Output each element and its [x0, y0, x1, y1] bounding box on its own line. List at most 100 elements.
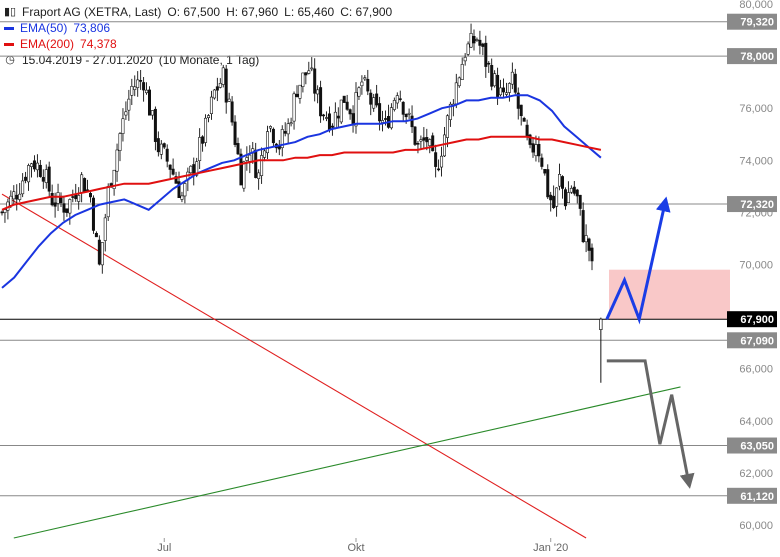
candle-body [218, 83, 222, 88]
candle-body [221, 67, 225, 85]
level-badge [727, 48, 777, 65]
candle-body [407, 112, 411, 115]
candle-body [183, 183, 187, 197]
candle-body [295, 93, 299, 97]
level-badge-label: 78,000 [740, 51, 774, 63]
y-tick-label: 62,000 [739, 468, 773, 480]
candle-body [425, 137, 429, 143]
series-ema200 [1, 135, 602, 211]
candle-body [127, 98, 131, 111]
candle-body [348, 109, 352, 115]
candle-body [410, 115, 414, 128]
ema50-swatch [4, 26, 14, 30]
candle-body [301, 72, 305, 87]
candle-body [148, 89, 152, 116]
candle-body [239, 153, 243, 186]
candle-body [363, 77, 367, 80]
candle-body [354, 92, 358, 127]
candle-body [280, 129, 284, 149]
candle-body [445, 115, 449, 138]
candle-body [552, 195, 556, 208]
candle-body [89, 193, 93, 198]
candle-body [366, 78, 370, 92]
candle-body [27, 165, 31, 183]
candle-body [150, 110, 154, 116]
candle-body [283, 131, 287, 134]
candle-body [44, 169, 48, 183]
candle-body [339, 99, 343, 123]
candle-body [566, 192, 570, 203]
candle-body [227, 98, 231, 102]
candle-body [555, 187, 559, 207]
candle-body [422, 137, 426, 141]
candle-body [53, 202, 57, 207]
candle-body [236, 143, 240, 155]
candle-body [510, 71, 514, 85]
candle-body [0, 211, 4, 214]
candle-body [375, 93, 379, 106]
candle-body [257, 172, 261, 179]
candle-body [558, 174, 562, 187]
plot-layer [0, 23, 681, 539]
candle-body [501, 87, 505, 93]
candle-body [416, 142, 420, 145]
candle-body [499, 87, 503, 96]
candle-body [180, 195, 184, 200]
x-tick-label: Okt [347, 542, 364, 554]
candle-body [584, 235, 588, 243]
level-badge [727, 13, 777, 30]
candle-body [50, 193, 54, 206]
ema200-swatch [4, 42, 14, 46]
candle-body [531, 143, 535, 153]
candle-body [268, 126, 272, 129]
candle-body [21, 180, 25, 195]
candle-body [248, 154, 252, 162]
candle-body [103, 217, 107, 241]
candle-body [3, 209, 7, 213]
candle-body [71, 196, 75, 198]
candle-body [389, 107, 393, 129]
candle-body [543, 169, 547, 174]
candle-body [516, 92, 520, 109]
candle-body [118, 133, 122, 151]
candle-body [398, 98, 402, 100]
candle-body [286, 123, 290, 135]
candle-body [97, 239, 101, 265]
candle-body [254, 149, 258, 178]
y-tick-label: 74,000 [739, 155, 773, 167]
candle-body [528, 134, 532, 145]
candle-body [35, 162, 39, 171]
candle-body [265, 131, 269, 154]
open-value: O: 67,500 [167, 5, 221, 19]
candle-body [431, 135, 435, 152]
candle-body [313, 68, 317, 94]
candle-body [442, 134, 446, 157]
candle-body [360, 81, 364, 87]
y-tick-label: 66,000 [739, 364, 773, 376]
candle-body [560, 176, 564, 189]
candle-body [546, 169, 550, 198]
candle-body [242, 161, 246, 189]
candle-body [271, 128, 275, 144]
candle-body [575, 189, 579, 197]
ema50-label: EMA(50) [20, 21, 68, 35]
candle-body [153, 108, 157, 142]
legend-ema50-row: EMA(50) 73,806 [4, 20, 398, 36]
candle-body [316, 89, 320, 95]
ema50-value: 73,806 [73, 21, 111, 35]
candle-body [484, 42, 488, 67]
candle-body [136, 79, 140, 88]
candle-body [121, 118, 125, 134]
candle-body [490, 65, 494, 87]
candle-body [233, 121, 237, 145]
candle-body [481, 43, 485, 47]
candle-body [378, 103, 382, 122]
candle-body [130, 85, 134, 96]
candle-body [192, 164, 196, 175]
candle-body [204, 117, 208, 143]
candle-body [159, 143, 163, 155]
candle-body [563, 189, 567, 207]
candle-body [342, 95, 346, 103]
candle-body [310, 67, 314, 70]
